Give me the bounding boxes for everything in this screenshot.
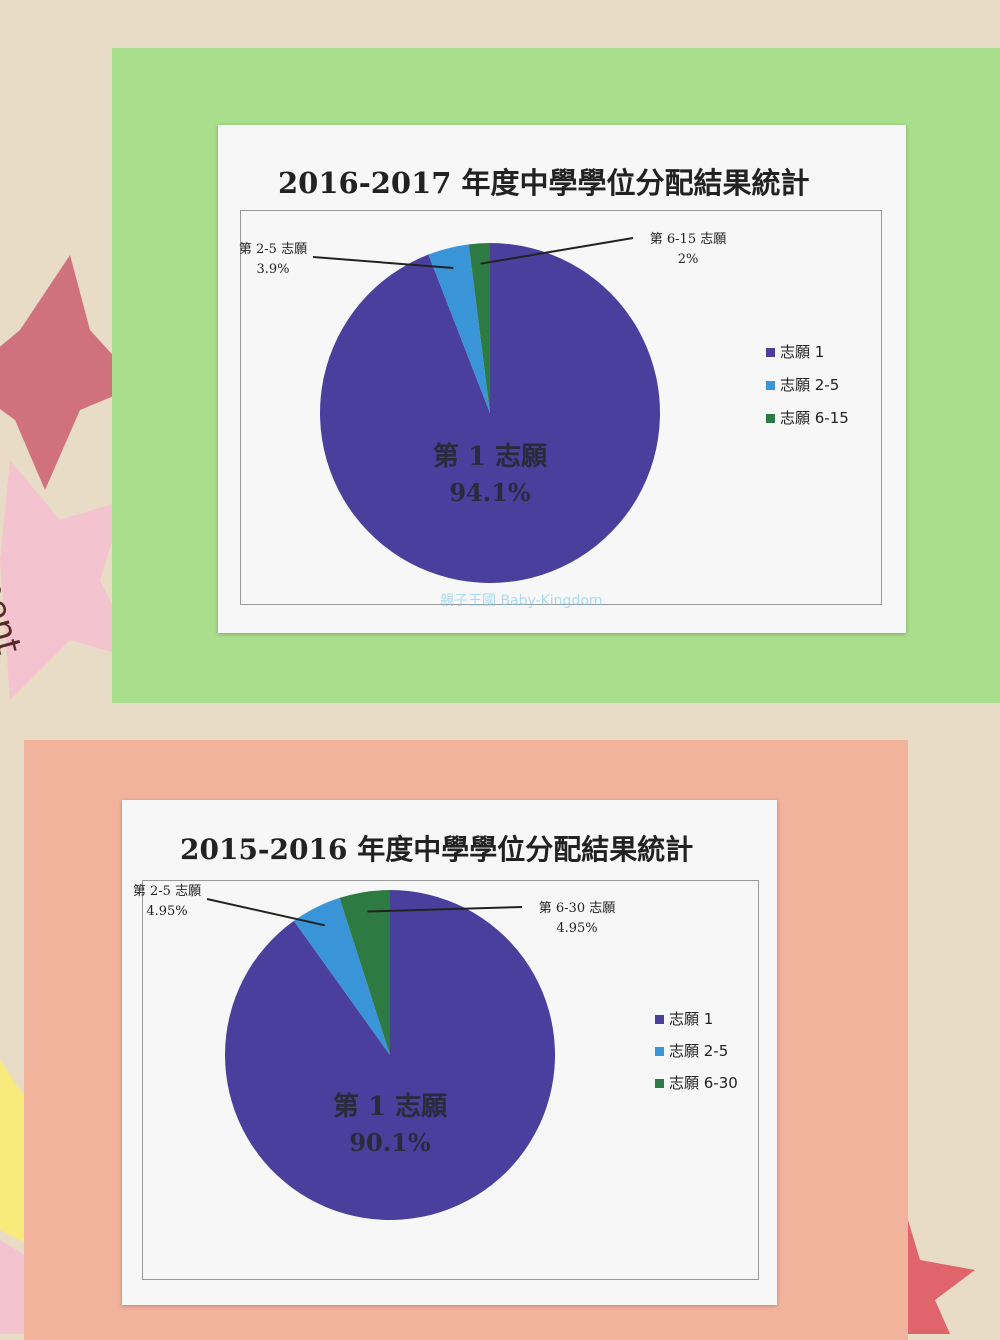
pie-slice bbox=[428, 244, 490, 413]
chart-sheet-2015-2016: 2015-2016 年度中學學位分配結果統計 第 1 志願 90.1% 第 2-5 … bbox=[122, 800, 777, 1305]
legend-label: 志願 6-15 bbox=[780, 409, 849, 427]
legend-label: 志願 2-5 bbox=[780, 376, 839, 394]
leader-arrow bbox=[312, 256, 454, 269]
slice-value-label: 4.95% bbox=[556, 921, 597, 936]
decor-text: itment bbox=[0, 540, 29, 659]
slice-value-label: 90.1% bbox=[349, 1128, 430, 1157]
slice-label: 第 2-5 志願 bbox=[133, 884, 201, 899]
legend-swatch bbox=[655, 1047, 664, 1056]
pie-slice bbox=[293, 897, 390, 1055]
legend-swatch bbox=[655, 1015, 664, 1024]
chart-title: 2016-2017 年度中學學位分配結果統計 bbox=[278, 166, 810, 200]
slice-label: 第 6-30 志願 bbox=[539, 901, 615, 916]
legend-label: 志願 1 bbox=[669, 1010, 713, 1028]
pie-slice bbox=[339, 890, 390, 1055]
pie-slice bbox=[468, 243, 490, 413]
chart-sheet-2016-2017: 2016-2017 年度中學學位分配結果統計 第 1 志願 94.1% 第 2-5 … bbox=[218, 125, 906, 633]
legend-label: 志願 1 bbox=[780, 343, 824, 361]
pie-chart-2015-2016: 第 1 志願 90.1% 第 2-5 志願 4.95% 第 6-30 志願 4.95% 志願… bbox=[133, 884, 738, 1220]
leader-arrow bbox=[367, 906, 523, 913]
chart-title: 2015-2016 年度中學學位分配結果統計 bbox=[180, 833, 694, 866]
legend-label: 志願 6-30 bbox=[669, 1074, 738, 1092]
slice-label: 第 1 志願 bbox=[433, 441, 548, 472]
pie-chart-2016-2017: 第 1 志願 94.1% 第 2-5 志願 3.9% 第 6-15 志願 2% 志願 1 志願… bbox=[239, 232, 849, 583]
slice-value-label: 3.9% bbox=[256, 262, 289, 277]
leader-arrow bbox=[206, 898, 325, 927]
legend-swatch bbox=[766, 414, 775, 423]
slice-label: 第 1 志願 bbox=[333, 1091, 448, 1122]
slice-value-label: 94.1% bbox=[449, 478, 530, 507]
legend-swatch bbox=[766, 348, 775, 357]
legend-label: 志願 2-5 bbox=[669, 1042, 728, 1060]
slice-value-label: 2% bbox=[678, 252, 699, 267]
legend-swatch bbox=[766, 381, 775, 390]
chart-frame bbox=[142, 880, 759, 1280]
chart-frame bbox=[240, 210, 882, 605]
slice-value-label: 4.95% bbox=[146, 904, 187, 919]
watermark-logo: 親子王國 Baby-Kingdom bbox=[440, 593, 603, 609]
legend-swatch bbox=[655, 1079, 664, 1088]
slice-label: 第 2-5 志願 bbox=[239, 242, 307, 257]
leader-arrow bbox=[480, 237, 634, 265]
slice-label: 第 6-15 志願 bbox=[650, 232, 726, 247]
